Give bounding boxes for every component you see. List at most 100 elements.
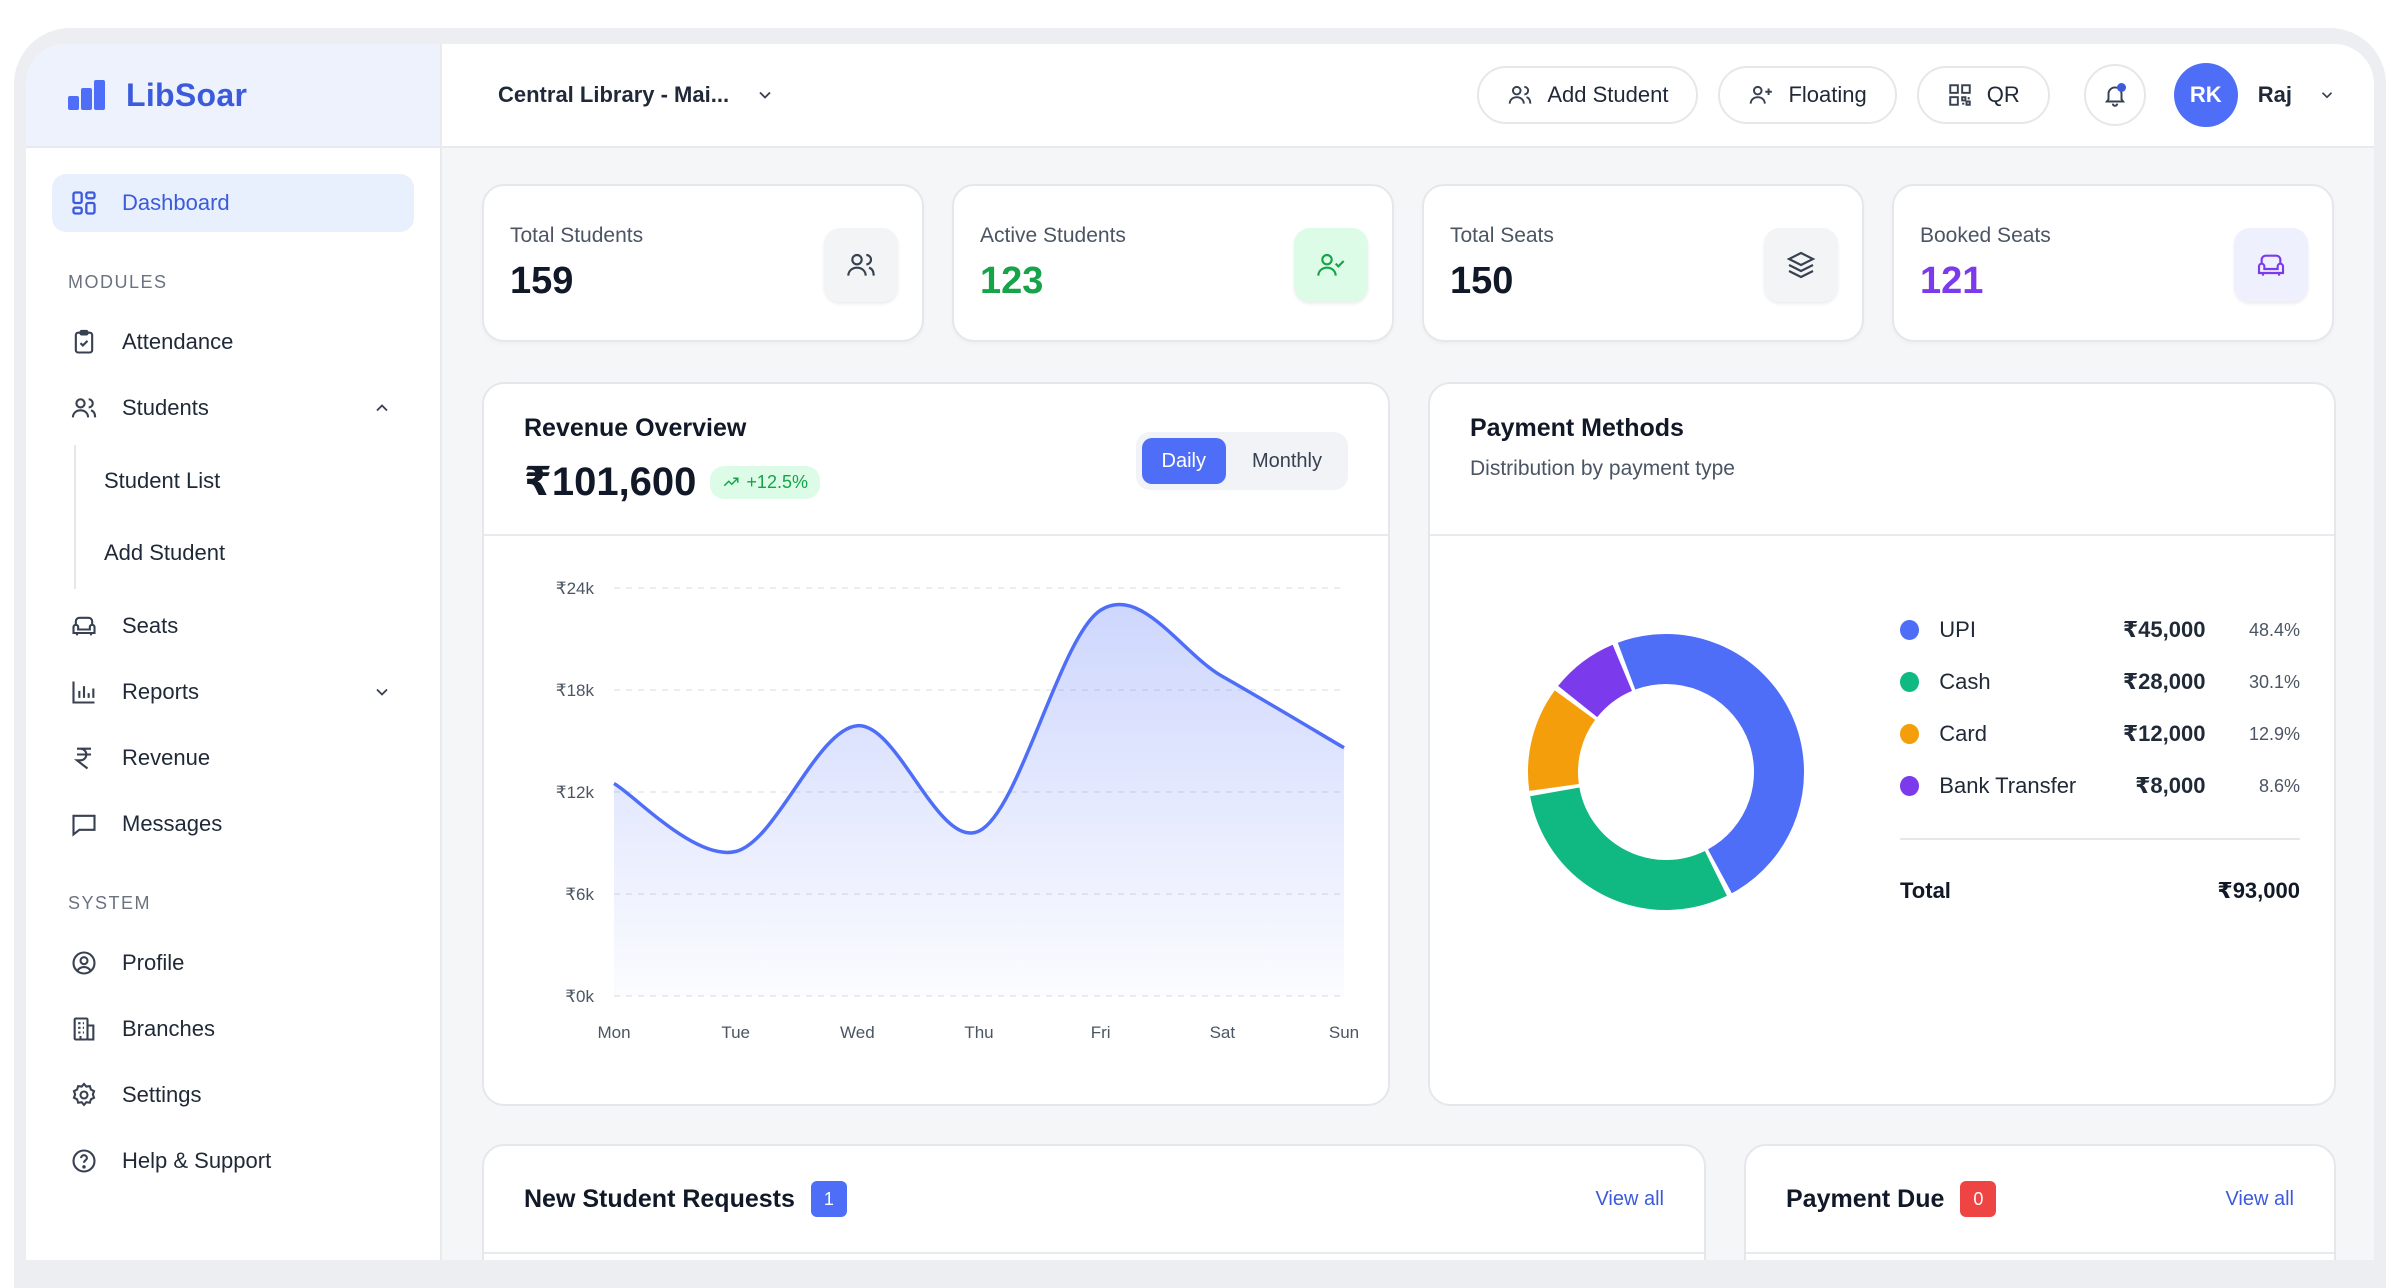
legend-name: Card	[1939, 721, 1987, 746]
sidebar-item-attendance[interactable]: Attendance	[52, 313, 414, 371]
x-tick-label: Wed	[840, 1023, 875, 1042]
stat-label: Active Students	[980, 224, 1126, 247]
y-tick-label: ₹12k	[556, 783, 595, 802]
sidebar-nav: Dashboard MODULES Attendance Students St…	[26, 148, 440, 1190]
message-icon	[68, 808, 100, 840]
legend-percent: 30.1%	[2248, 671, 2300, 692]
students-submenu: Student List Add Student	[74, 445, 414, 589]
sidebar-item-seats[interactable]: Seats	[52, 597, 414, 655]
sidebar-item-label: Seats	[122, 613, 179, 638]
stat-label: Total Students	[510, 224, 644, 247]
sidebar-item-add-student[interactable]: Add Student	[104, 540, 226, 565]
sidebar-item-revenue[interactable]: Revenue	[52, 729, 414, 787]
sidebar-item-reports[interactable]: Reports	[52, 663, 414, 721]
revenue-card-header: Revenue Overview ₹101,600 +12.5% Daily M…	[484, 384, 1388, 536]
x-tick-label: Tue	[721, 1023, 750, 1042]
stat-card-total-students: Total Students 159	[482, 184, 924, 342]
total-label: Total	[1900, 878, 1951, 903]
donut-slice-bank-transfer[interactable]	[1558, 644, 1633, 718]
legend-row-bank-transfer: Bank Transfer ₹8,000 8.6%	[1900, 760, 2300, 812]
legend-name: Cash	[1939, 669, 1991, 694]
sidebar-item-label: Revenue	[122, 745, 211, 770]
sidebar-item-dashboard[interactable]: Dashboard	[52, 174, 414, 232]
gear-icon	[68, 1079, 100, 1111]
legend-swatch	[1900, 776, 1920, 796]
chevron-down-icon[interactable]	[372, 682, 392, 702]
sidebar-item-label: Profile	[122, 950, 185, 975]
avatar[interactable]: RK	[2173, 63, 2238, 127]
clipboard-check-icon	[68, 326, 100, 358]
x-tick-label: Fri	[1091, 1023, 1111, 1042]
sidebar-item-profile[interactable]: Profile	[52, 934, 414, 992]
floating-button[interactable]: Floating	[1718, 66, 1897, 124]
legend-value: ₹8,000	[2135, 773, 2206, 798]
sidebar-item-label: Branches	[122, 1016, 215, 1041]
chevron-down-icon	[2321, 92, 2333, 99]
stat-card-active-students: Active Students 123	[952, 184, 1394, 342]
chevron-up-icon[interactable]	[372, 398, 392, 418]
total-value: ₹93,000	[2217, 878, 2300, 903]
toggle-monthly[interactable]: Monthly	[1251, 449, 1322, 472]
legend-swatch	[1900, 724, 1920, 744]
sidebar-item-settings[interactable]: Settings	[52, 1066, 414, 1124]
lists-row: New Student Requests 1 View all Payment …	[482, 1144, 2336, 1260]
logo[interactable]: LibSoar	[26, 44, 440, 148]
payment-legend: UPI ₹45,000 48.4% Cash ₹28,000 30.1%	[1900, 604, 2300, 904]
stat-label: Booked Seats	[1920, 224, 2051, 247]
charts-row: Revenue Overview ₹101,600 +12.5% Daily M…	[482, 382, 2336, 1106]
requests-header: New Student Requests 1 View all	[484, 1146, 1704, 1254]
rupee-icon	[68, 742, 100, 774]
branch-selector[interactable]: Central Library - Mai...	[498, 82, 775, 108]
modules-section-label: MODULES	[68, 272, 168, 292]
legend-value: ₹12,000	[2122, 721, 2206, 746]
users-icon	[68, 392, 100, 424]
layers-icon	[1764, 228, 1838, 302]
qr-code-icon	[1949, 84, 1971, 106]
revenue-line	[613, 602, 1345, 855]
revenue-card: Revenue Overview ₹101,600 +12.5% Daily M…	[482, 382, 1390, 1106]
legend-swatch	[1900, 672, 1920, 692]
notifications-button[interactable]	[2083, 64, 2146, 126]
legend-percent: 48.4%	[2248, 619, 2300, 640]
dashboard-content: Total Students 159 Active Students 123 T…	[442, 148, 2374, 1260]
revenue-title: Revenue Overview	[524, 414, 747, 442]
sidebar-item-label: Help & Support	[122, 1148, 272, 1173]
stat-value: 150	[1450, 260, 1514, 302]
x-tick-label: Sun	[1329, 1023, 1359, 1042]
sidebar-item-student-list[interactable]: Student List	[104, 468, 221, 493]
user-menu[interactable]: Raj	[2258, 82, 2336, 108]
donut-slice-cash[interactable]	[1530, 786, 1727, 910]
qr-button[interactable]: QR	[1916, 66, 2050, 124]
add-student-button[interactable]: Add Student	[1477, 66, 1699, 124]
x-tick-label: Sat	[1210, 1023, 1236, 1042]
y-tick-label: ₹0k	[565, 987, 594, 1006]
payment-due-card: Payment Due 0 View all	[1744, 1144, 2336, 1260]
stat-value: 121	[1920, 260, 1984, 302]
payment-donut-chart	[1528, 634, 1804, 910]
sidebar-item-help[interactable]: Help & Support	[52, 1132, 414, 1190]
legend-divider	[1900, 838, 2300, 840]
legend-name: Bank Transfer	[1939, 773, 2077, 798]
stat-label: Total Seats	[1450, 224, 1554, 247]
new-student-requests-card: New Student Requests 1 View all	[482, 1144, 1706, 1260]
donut-slice-upi[interactable]	[1617, 634, 1804, 894]
x-tick-label: Mon	[597, 1023, 630, 1042]
due-title: Payment Due	[1786, 1184, 1945, 1213]
due-view-all-link[interactable]: View all	[2225, 1187, 2294, 1210]
revenue-area	[614, 604, 1344, 996]
legend-row-card: Card ₹12,000 12.9%	[1900, 708, 2300, 760]
revenue-chart: ₹0k ₹6k ₹12k ₹18k ₹24k Mon Tue Wed Thu Fri Sat Sun	[484, 536, 1388, 1104]
dashboard-icon	[68, 187, 100, 219]
growth-badge: +12.5%	[710, 465, 820, 499]
system-section-label: SYSTEM	[68, 893, 152, 913]
sidebar-item-messages[interactable]: Messages	[52, 795, 414, 853]
payment-subtitle: Distribution by payment type	[1470, 457, 1735, 480]
donut-slice-card[interactable]	[1528, 690, 1596, 791]
requests-view-all-link[interactable]: View all	[1595, 1187, 1664, 1210]
sidebar-item-students[interactable]: Students	[52, 379, 414, 437]
sidebar-item-branches[interactable]: Branches	[52, 1000, 414, 1058]
toggle-daily[interactable]: Daily	[1141, 438, 1226, 484]
stat-value: 159	[510, 260, 574, 302]
requests-title: New Student Requests	[524, 1184, 795, 1213]
user-plus-icon	[1750, 85, 1773, 104]
